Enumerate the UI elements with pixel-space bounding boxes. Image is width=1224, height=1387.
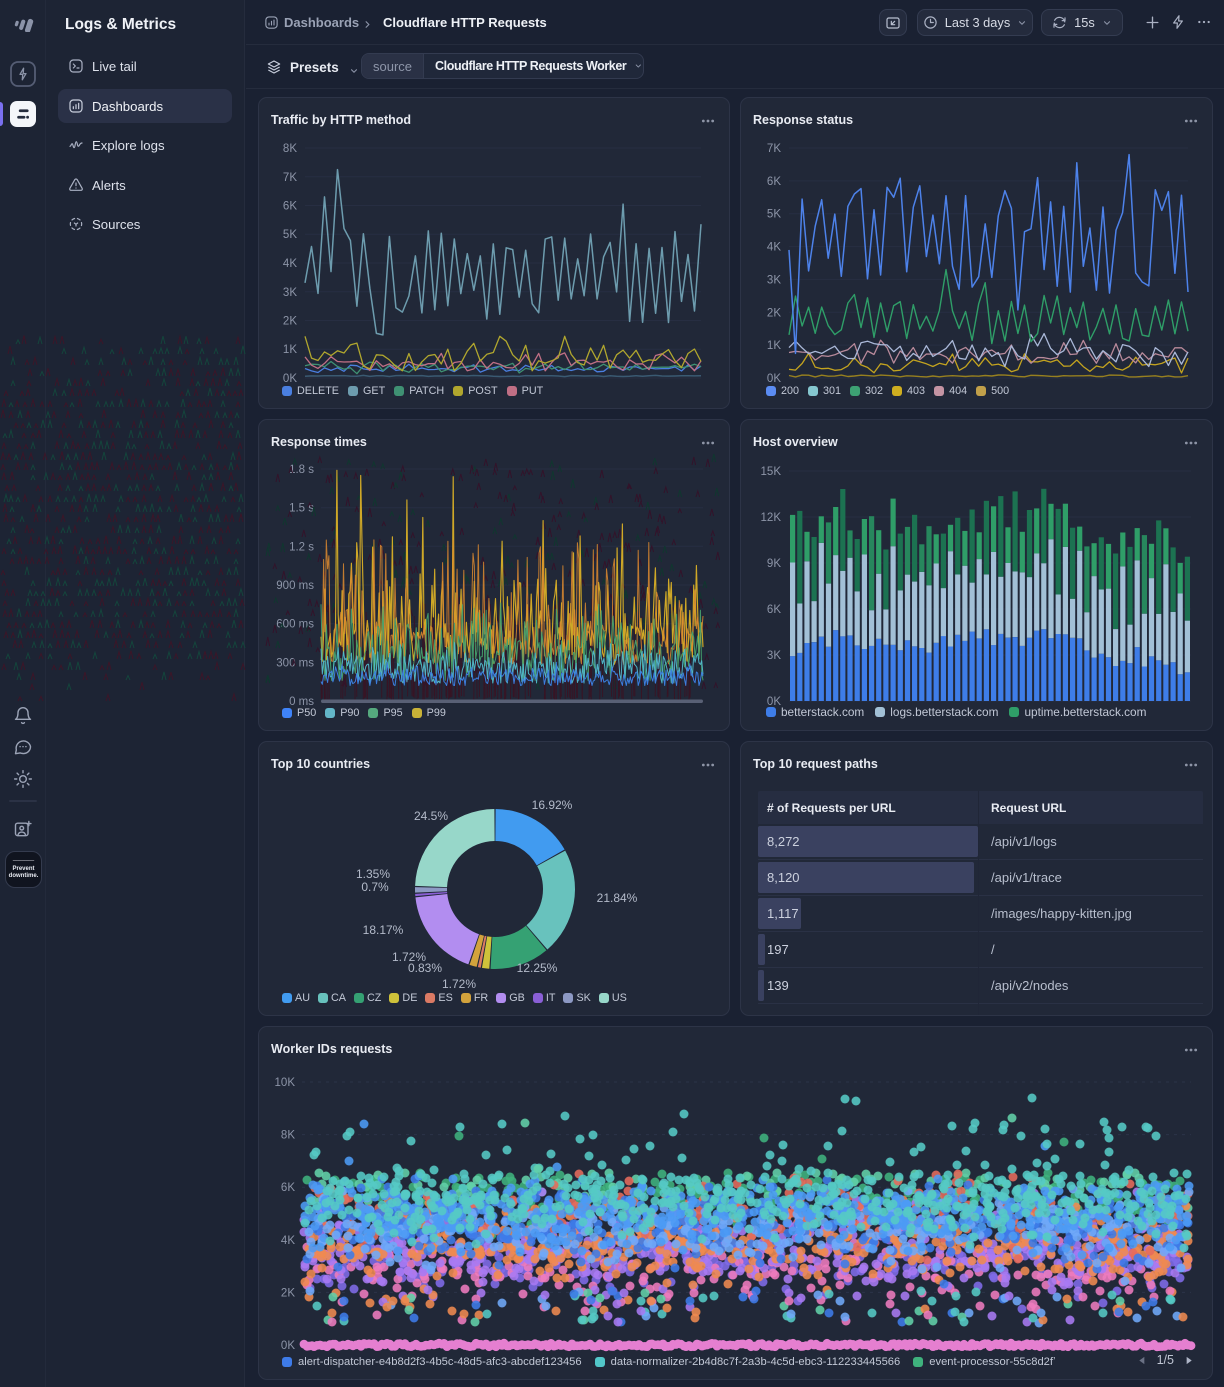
svg-text:6K: 6K <box>283 201 297 213</box>
svg-text:0K: 0K <box>283 373 297 385</box>
svg-text:6K: 6K <box>767 604 781 616</box>
svg-text:1K: 1K <box>767 340 781 352</box>
svg-text:1K: 1K <box>283 344 297 356</box>
svg-text:7K: 7K <box>767 143 781 155</box>
svg-text:7K: 7K <box>283 172 297 184</box>
svg-text:600 ms: 600 ms <box>276 619 314 631</box>
svg-text:8K: 8K <box>283 143 297 155</box>
svg-text:2K: 2K <box>281 1287 295 1299</box>
svg-text:12.25%: 12.25% <box>517 961 558 975</box>
svg-text:1.8 s: 1.8 s <box>289 464 314 476</box>
svg-text:18.17%: 18.17% <box>363 923 404 937</box>
svg-text:6K: 6K <box>767 176 781 188</box>
svg-text:1.2 s: 1.2 s <box>289 541 314 553</box>
svg-text:8K: 8K <box>281 1130 295 1142</box>
svg-text:4K: 4K <box>283 258 297 270</box>
svg-text:10K: 10K <box>275 1077 296 1089</box>
svg-text:12K: 12K <box>761 512 782 524</box>
svg-text:0.7%: 0.7% <box>361 880 389 894</box>
svg-text:0K: 0K <box>767 696 781 708</box>
svg-text:0 ms: 0 ms <box>289 696 314 708</box>
svg-text:4K: 4K <box>767 242 781 254</box>
svg-text:9K: 9K <box>767 558 781 570</box>
svg-text:15K: 15K <box>761 466 782 478</box>
svg-text:21.84%: 21.84% <box>597 891 638 905</box>
svg-text:4K: 4K <box>281 1235 295 1247</box>
svg-text:6K: 6K <box>281 1182 295 1194</box>
svg-text:1.5 s: 1.5 s <box>289 503 314 515</box>
svg-text:1.72%: 1.72% <box>442 977 476 991</box>
svg-text:0.83%: 0.83% <box>408 961 442 975</box>
svg-text:2K: 2K <box>767 307 781 319</box>
svg-text:1.35%: 1.35% <box>356 867 390 881</box>
svg-text:900 ms: 900 ms <box>276 580 314 592</box>
svg-text:24.5%: 24.5% <box>414 809 448 823</box>
svg-text:5K: 5K <box>283 229 297 241</box>
svg-text:1.72%: 1.72% <box>392 950 426 964</box>
svg-text:5K: 5K <box>767 209 781 221</box>
svg-text:3K: 3K <box>767 650 781 662</box>
svg-text:0K: 0K <box>281 1340 295 1352</box>
svg-text:3K: 3K <box>767 274 781 286</box>
svg-text:0K: 0K <box>767 373 781 385</box>
svg-text:16.92%: 16.92% <box>532 798 573 812</box>
svg-text:2K: 2K <box>283 316 297 328</box>
svg-text:3K: 3K <box>283 287 297 299</box>
